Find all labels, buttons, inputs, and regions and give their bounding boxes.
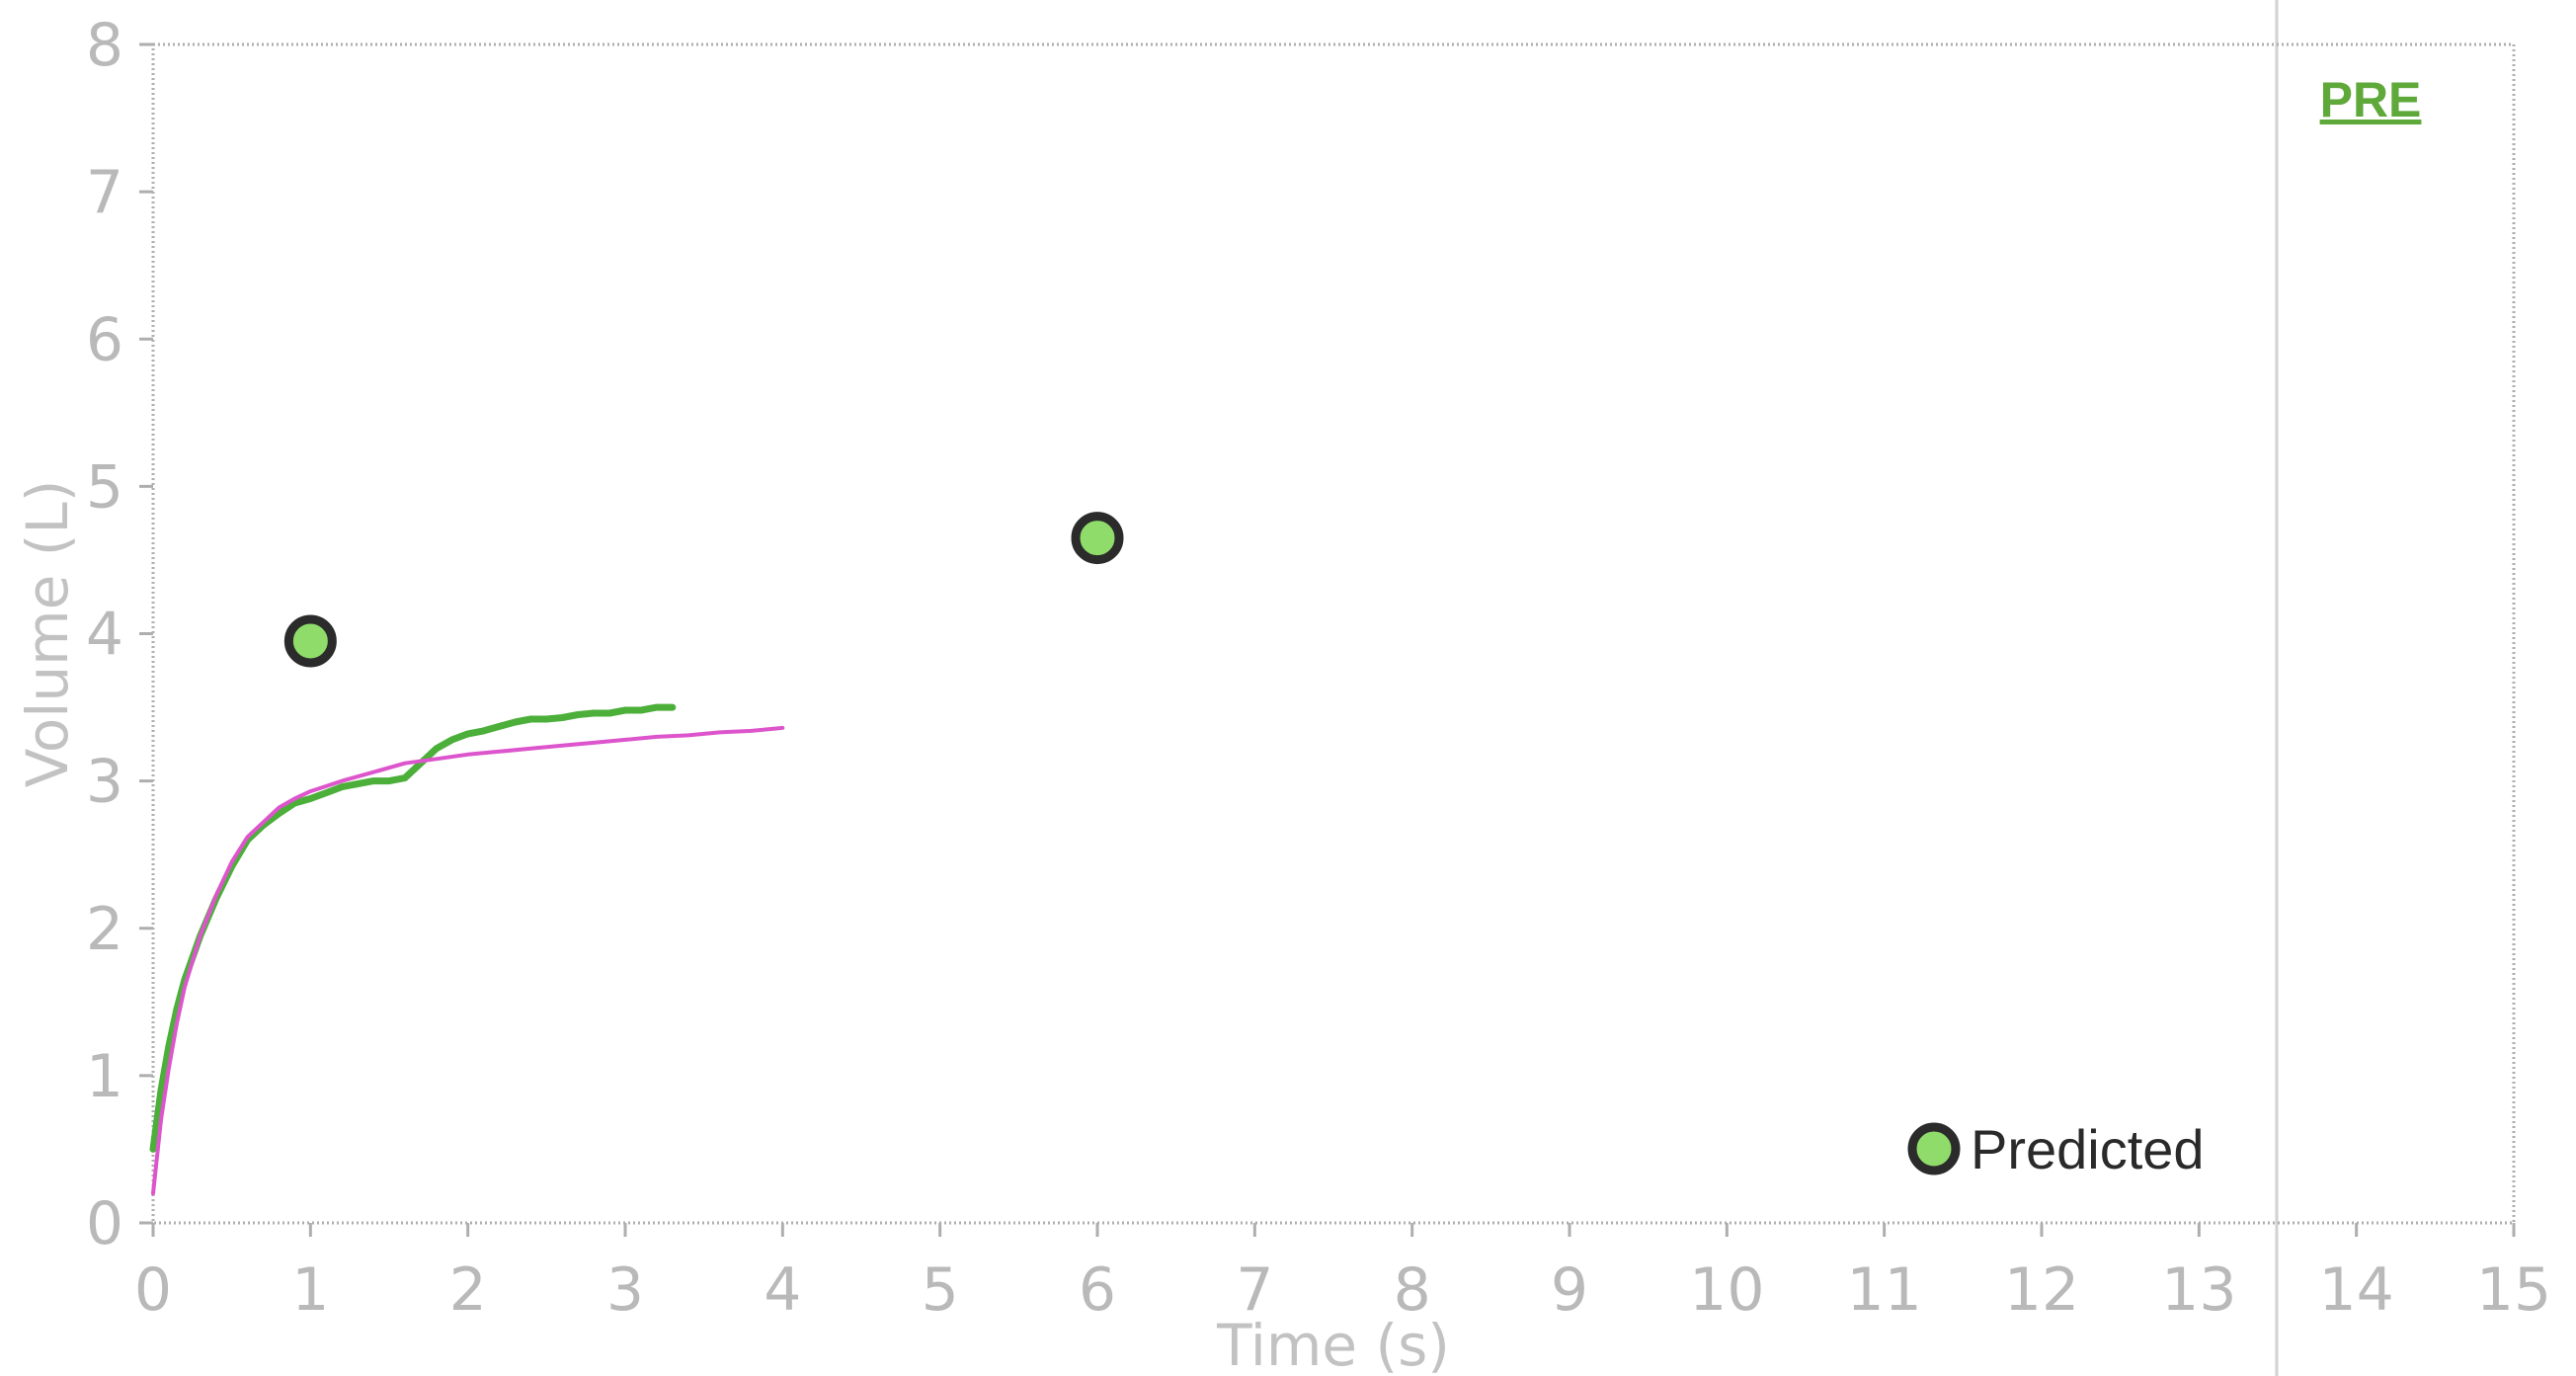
x-tick-label: 4 — [764, 1255, 801, 1325]
y-axis-title: Volume (L) — [14, 480, 81, 788]
x-tick-label: 14 — [2318, 1255, 2393, 1325]
x-tick-label: 1 — [291, 1255, 329, 1325]
predicted-points-layer — [283, 512, 1124, 668]
y-tick-label: 6 — [86, 305, 123, 374]
plot-frame — [151, 42, 2516, 1225]
predicted-point — [1071, 512, 1124, 565]
x-tick-label: 0 — [134, 1255, 172, 1325]
x-tick-label: 7 — [1236, 1255, 1273, 1325]
series-2-line — [151, 725, 785, 1196]
x-tick-label: 15 — [2476, 1255, 2551, 1325]
y-tick-label: 3 — [86, 748, 123, 817]
legend: Predicted — [1907, 1118, 2205, 1180]
x-tick-label: 6 — [1079, 1255, 1116, 1325]
y-tick-label: 2 — [86, 895, 123, 964]
series-layer — [149, 703, 785, 1196]
x-tick-label: 9 — [1551, 1255, 1588, 1325]
x-tick-label: 11 — [1846, 1255, 1921, 1325]
x-tick-label: 12 — [2004, 1255, 2079, 1325]
y-tick-label: 4 — [86, 601, 123, 670]
x-tick-label: 13 — [2161, 1255, 2236, 1325]
predicted-point — [283, 614, 337, 668]
pre-label: PRE — [2320, 72, 2422, 127]
legend-predicted-label: Predicted — [1971, 1118, 2205, 1180]
y-tick-label: 7 — [86, 158, 123, 227]
x-tick-label: 2 — [449, 1255, 487, 1325]
y-tick-label: 1 — [86, 1042, 123, 1111]
x-axis: 0 1 2 3 4 5 6 7 8 9 10 11 12 13 14 15 — [134, 1223, 2551, 1325]
x-tick-label: 5 — [922, 1255, 959, 1325]
legend-predicted-marker — [1907, 1122, 1961, 1175]
y-tick-label: 0 — [86, 1189, 123, 1258]
x-tick-label: 8 — [1394, 1255, 1431, 1325]
x-tick-label: 3 — [606, 1255, 644, 1325]
y-axis: 0 1 2 3 4 5 6 7 8 — [86, 11, 153, 1258]
x-axis-title: Time (s) — [1216, 1312, 1450, 1376]
y-tick-label: 5 — [86, 452, 123, 522]
x-tick-label: 10 — [1689, 1255, 1764, 1325]
y-tick-label: 8 — [86, 11, 123, 80]
